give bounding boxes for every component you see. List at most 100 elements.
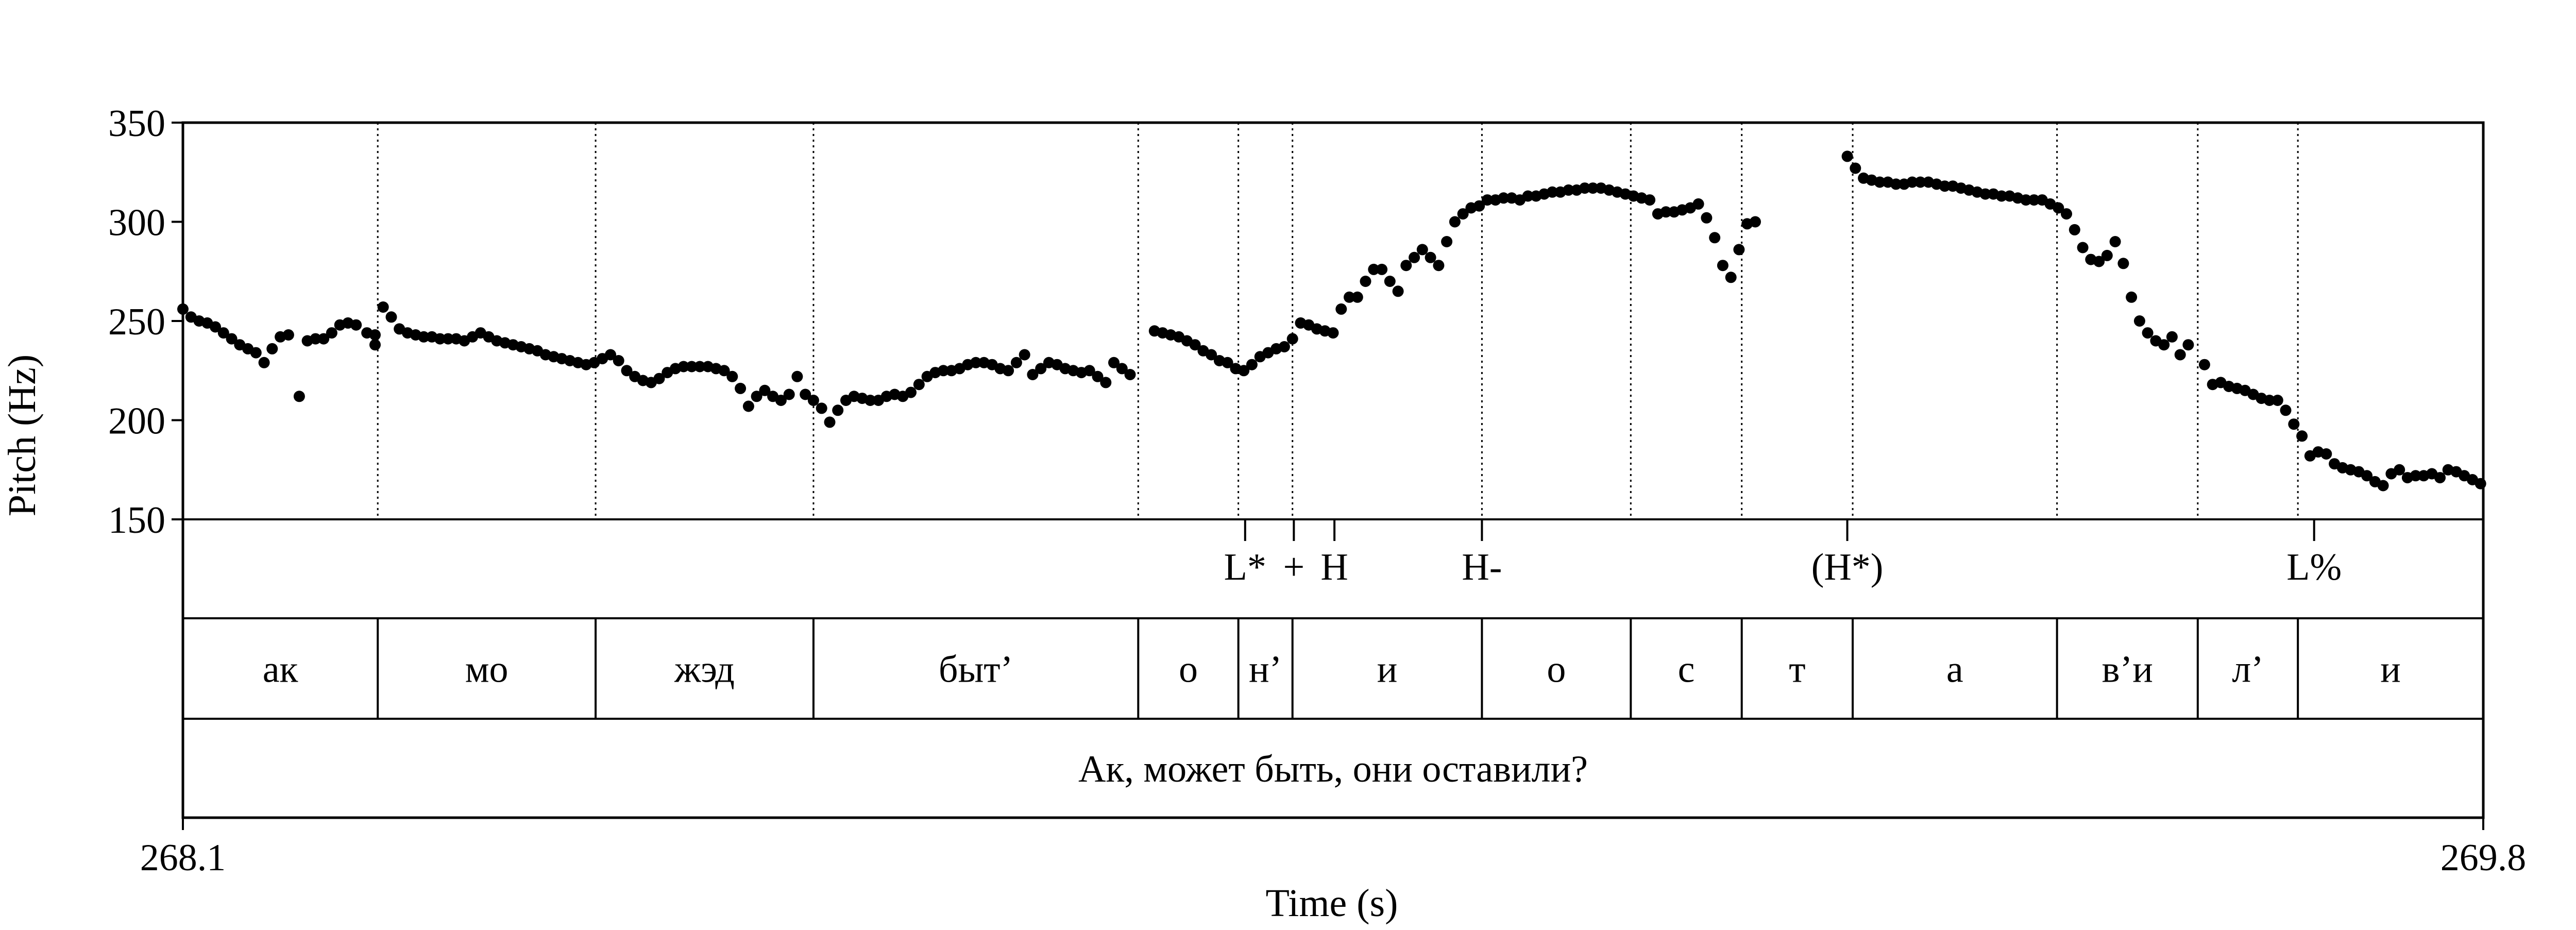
pitch-point <box>1939 180 1951 192</box>
pitch-point <box>2166 331 2178 343</box>
y-tick-label: 200 <box>108 400 165 443</box>
pitch-point <box>350 319 362 331</box>
pitch-point <box>310 333 321 345</box>
pitch-point <box>2126 291 2138 303</box>
pitch-point <box>1384 276 1396 287</box>
utterance-label: Ак, может быть, они оставили? <box>1078 748 1588 790</box>
pitch-point <box>1717 260 1728 272</box>
pitch-point <box>2077 242 2089 253</box>
pitch-point <box>2020 194 2032 206</box>
pitch-point <box>1425 251 1436 263</box>
pitch-point <box>2109 236 2121 247</box>
pitch-point <box>1587 182 1599 194</box>
pitch-point <box>326 327 337 339</box>
pitch-point <box>1547 186 1558 198</box>
pitch-point <box>1850 162 1861 174</box>
pitch-point <box>1441 236 1453 247</box>
pitch-point <box>1083 365 1095 377</box>
pitch-point <box>1027 369 1039 380</box>
pitch-point <box>1238 365 1250 377</box>
pitch-point <box>2475 478 2486 489</box>
syllable-label: мо <box>465 649 509 691</box>
pitch-point <box>369 329 381 341</box>
pitch-point <box>2280 404 2292 416</box>
pitch-point <box>282 329 294 341</box>
pitch-point <box>1360 276 1371 287</box>
pitch-point <box>938 365 950 377</box>
pitch-point <box>2093 256 2105 267</box>
pitch-point <box>2142 327 2154 339</box>
pitch-point <box>2133 315 2145 327</box>
pitch-point <box>613 355 624 366</box>
y-tick-label: 350 <box>108 103 165 145</box>
pitch-point <box>832 404 844 416</box>
syllable-label: о <box>1179 649 1198 691</box>
syllable-label: и <box>2380 649 2401 691</box>
pitch-point <box>775 395 787 406</box>
pitch-point <box>1246 359 1258 370</box>
pitch-point <box>1035 363 1047 375</box>
pitch-point <box>2320 448 2332 460</box>
x-tick-label: 268.1 <box>140 837 226 879</box>
pitch-point <box>1449 216 1461 228</box>
pitch-point <box>816 402 827 414</box>
pitch-point <box>1278 341 1290 352</box>
pitch-point <box>1327 327 1339 339</box>
pitch-point <box>1400 260 1412 272</box>
syllable-label: ак <box>263 649 299 691</box>
pitch-point <box>791 370 803 382</box>
syllable-label: н’ <box>1249 649 1282 691</box>
pitch-point <box>718 365 730 377</box>
pitch-point <box>418 331 430 343</box>
pitch-point <box>1409 251 1420 263</box>
pitch-point <box>1481 194 1493 206</box>
pitch-point <box>735 382 747 394</box>
pitch-point <box>2069 224 2080 235</box>
pitch-point <box>605 349 616 361</box>
pitch-point <box>2434 472 2446 484</box>
pitch-point <box>1841 150 1853 162</box>
pitch-point <box>1890 178 1902 190</box>
syllable-label: л’ <box>2232 649 2264 691</box>
pitch-point <box>2182 339 2194 351</box>
pitch-point <box>865 395 876 406</box>
pitch-point <box>1733 244 1745 256</box>
pitch-point <box>2288 418 2300 430</box>
pitch-point <box>2394 464 2405 476</box>
tone-label: L* <box>1224 546 1266 588</box>
pitch-point <box>1874 176 1886 188</box>
pitch-point <box>2272 395 2283 406</box>
pitch-point <box>1092 370 1104 382</box>
pitch-point <box>2410 470 2421 482</box>
pitch-point <box>434 333 446 345</box>
pitch-point <box>369 339 381 351</box>
pitch-point <box>726 370 738 382</box>
pitch-point <box>1206 349 1217 361</box>
pitch-point <box>686 361 698 373</box>
pitch-point <box>1473 200 1485 212</box>
pitch-point <box>1124 369 1136 380</box>
y-tick-label: 300 <box>108 202 165 244</box>
y-axis-title: Pitch (Hz) <box>1 354 44 516</box>
pitch-point <box>751 391 762 402</box>
pitch-point <box>266 343 278 354</box>
pitch-point <box>2117 258 2129 269</box>
pitch-point <box>442 333 454 345</box>
pitch-point <box>1457 208 1469 220</box>
pitch-point <box>621 365 633 377</box>
syllable-label: в’и <box>2102 649 2153 691</box>
pitch-point <box>694 361 706 373</box>
syllable-label: а <box>1946 649 1963 691</box>
pitch-point <box>2377 480 2389 492</box>
pitch-point <box>1522 190 1534 202</box>
pitch-point <box>210 321 221 333</box>
pitch-point <box>1725 272 1737 283</box>
pitch-point <box>824 416 836 428</box>
pitch-point <box>1376 263 1388 275</box>
pitch-point <box>1003 365 1014 377</box>
pitch-point <box>1498 192 1510 204</box>
tone-label: H <box>1320 546 1348 588</box>
